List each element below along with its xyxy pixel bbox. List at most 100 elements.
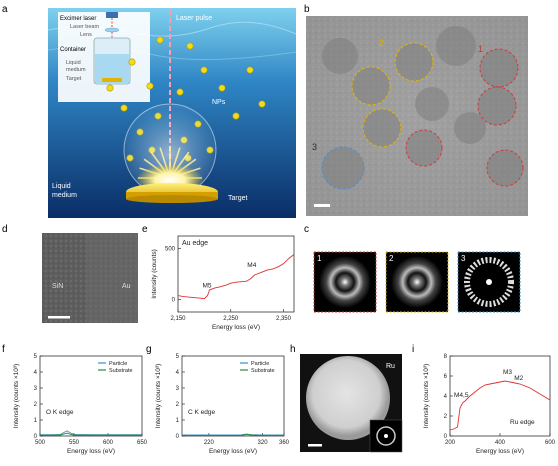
- panel-letter-g: g: [146, 344, 152, 355]
- peak-annotation: M2: [514, 375, 523, 382]
- panel-letter-b: b: [304, 4, 310, 15]
- peak-annotation: M5: [202, 282, 211, 289]
- chart-i: i 200 400 600 0 2 4 6 8 Energy loss (eV) Intensit…: [412, 344, 556, 455]
- legend-entry: Particle: [109, 361, 127, 367]
- nanoparticle: [232, 112, 240, 120]
- nanoparticle: [258, 100, 266, 108]
- fft-pattern-1: [319, 256, 371, 308]
- scale-bar-d: [48, 316, 70, 319]
- y-tick-label: 5: [34, 354, 38, 360]
- nanoparticle: [218, 84, 226, 92]
- tem-particle: [352, 67, 390, 105]
- y-tick-label: 2: [176, 402, 180, 408]
- y-tick-label: 4: [444, 394, 448, 400]
- x-tick-label: 650: [137, 440, 148, 446]
- plot-frame: [177, 235, 295, 313]
- tem-particle: [480, 49, 518, 87]
- au-label: Au: [122, 283, 131, 290]
- tem-particle: [415, 87, 449, 121]
- liquid-medium-label-2: medium: [52, 192, 77, 199]
- fft-label-2: 2: [389, 254, 394, 263]
- panel-letter-d: d: [2, 224, 8, 235]
- nanoparticle: [128, 58, 136, 66]
- x-axis-label: Energy loss (eV): [212, 324, 260, 331]
- edge-annotation: Ru edge: [510, 419, 535, 426]
- legend-entry: Substrate: [251, 368, 275, 374]
- inset-liquid-label-1: Liquid: [66, 60, 81, 66]
- y-axis-label: Intensity (counts ×10³): [13, 364, 20, 429]
- series-line: [182, 433, 284, 436]
- series-line: [177, 254, 295, 300]
- nanoparticle: [246, 66, 254, 74]
- panel-letter-i: i: [412, 344, 414, 355]
- tem-particles: [322, 26, 523, 189]
- edge-annotation: O K edge: [46, 409, 74, 416]
- x-tick-label: 220: [204, 440, 215, 446]
- y-tick-label: 3: [176, 386, 180, 392]
- chart-title: Au edge: [182, 240, 208, 247]
- nanoparticle: [146, 82, 154, 90]
- container-label: Container: [60, 47, 86, 53]
- y-tick-label: 6: [444, 374, 448, 380]
- scale-bar-h: [308, 444, 322, 447]
- series-line: [40, 432, 142, 436]
- nanoparticle: [176, 88, 184, 96]
- y-axis-label: Intensity (counts ×10³): [155, 364, 162, 429]
- liquid-medium-label-1: Liquid: [52, 183, 71, 190]
- particle-marker: [486, 149, 524, 187]
- ru-particle: [306, 356, 390, 440]
- nanoparticle: [120, 104, 128, 112]
- panel-letter-h: h: [290, 344, 296, 355]
- panel-b: b 1 2 3: [304, 4, 528, 216]
- sin-label: SiN: [52, 283, 63, 290]
- tem-particle: [395, 43, 433, 81]
- y-tick-label: 5: [176, 354, 180, 360]
- y-tick-label: 1: [176, 418, 180, 424]
- y-tick-label: 8: [444, 354, 448, 360]
- laser-beam-label: Laser beam: [70, 24, 99, 30]
- fft-pattern-2: [391, 256, 443, 308]
- setup-inset: Excimer laser Laser beam Lens Container …: [58, 12, 150, 102]
- y-tick-label: 0: [34, 434, 38, 440]
- panel-letter-c: c: [304, 224, 309, 235]
- tem-particle: [406, 130, 442, 166]
- x-tick-label: 600: [103, 440, 114, 446]
- x-tick-label: 400: [495, 440, 506, 446]
- peak-annotation: M4,5: [454, 392, 469, 399]
- series-line: [182, 434, 284, 436]
- panel-h: h Ru: [290, 344, 403, 453]
- particle-marker: [321, 146, 365, 190]
- fft-inset-1: 1: [313, 251, 377, 313]
- particle-marker: [351, 66, 391, 106]
- x-tick-label: 360: [279, 440, 290, 446]
- fft-ring-h: [376, 426, 396, 446]
- laser-head: [106, 12, 118, 18]
- tem-particle: [487, 150, 523, 186]
- panel-letter-a: a: [2, 4, 8, 15]
- chart-e: e 2,150 2,250 2,350 0 500 Energy loss (eV) Int…: [142, 224, 295, 331]
- fft-label-1: 1: [317, 254, 322, 263]
- target-disk-bottom: [126, 195, 218, 203]
- legend-entry: Particle: [251, 361, 269, 367]
- fft-inset-2: 2: [385, 251, 449, 313]
- y-tick-label: 0: [172, 298, 176, 304]
- y-tick-label: 2: [34, 402, 38, 408]
- fft-pattern-3: [464, 257, 514, 307]
- ru-label: Ru: [386, 363, 395, 370]
- fft-label-3: 3: [461, 254, 466, 263]
- nanoparticle: [186, 42, 194, 50]
- tem-particle: [363, 109, 401, 147]
- x-axis-label: Energy loss (eV): [209, 448, 257, 455]
- peak-annotation: M4: [247, 262, 256, 269]
- y-axis-label: Intensity (counts ×10³): [423, 364, 430, 429]
- series-line: [449, 380, 551, 431]
- y-tick-label: 2: [444, 414, 448, 420]
- x-tick-label: 550: [69, 440, 80, 446]
- y-tick-label: 0: [176, 434, 180, 440]
- tem-particle: [322, 38, 358, 74]
- scale-bar: [314, 204, 330, 207]
- panel-letter-e: e: [142, 224, 148, 235]
- panel-a: a Excimer laser Laser beam Lens Containe…: [2, 4, 297, 218]
- fft-inset-3: 3: [457, 251, 521, 313]
- x-tick-label: 600: [545, 440, 556, 446]
